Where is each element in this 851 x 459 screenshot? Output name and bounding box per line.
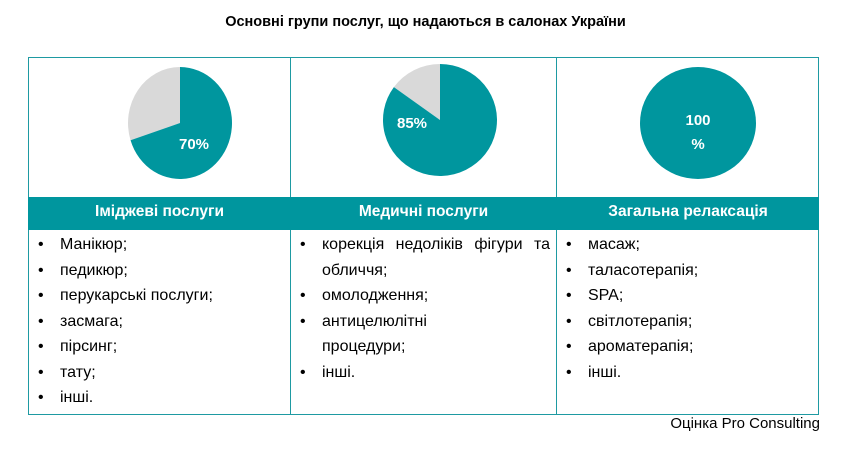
pie-chart-general-relaxation: 100 % [640, 67, 756, 179]
list-item: корекція недоліків фігури та обличчя; [292, 232, 550, 283]
list-item: ароматерапія; [558, 334, 813, 360]
list-item: SPA; [558, 283, 813, 309]
source-note: Оцінка Pro Consulting [670, 415, 820, 432]
column-header-medical-services: Медичні послуги [358, 203, 489, 220]
list-item: пірсинг; [30, 334, 285, 360]
pie-value-label: 100 [685, 112, 710, 129]
list-item: масаж; [558, 232, 813, 258]
column-divider [290, 57, 291, 415]
list-item: таласотерапія; [558, 258, 813, 284]
list-item: інші. [30, 385, 285, 411]
pie-value-label: 70% [179, 136, 209, 153]
list-item: інші. [292, 360, 550, 386]
general-relaxation-list: масаж; таласотерапія; SPA; світлотерапія… [558, 232, 813, 385]
pie-slice-rest [393, 64, 440, 120]
column-header-image-services: Іміджеві послуги [95, 203, 224, 220]
list-item: інші. [558, 360, 813, 386]
list-item: Манікюр; [30, 232, 285, 258]
list-item: омолодження; [292, 283, 550, 309]
medical-services-list: корекція недоліків фігури та обличчя; ом… [292, 232, 550, 385]
pie-chart-image-services: 70% [128, 67, 232, 179]
pie-chart-medical-services: 85% [383, 64, 497, 176]
chart-title: Основні групи послуг, що надаються в сал… [225, 14, 626, 30]
pie-value-label: 85% [397, 115, 427, 132]
list-item: світлотерапія; [558, 309, 813, 335]
list-item: засмага; [30, 309, 285, 335]
list-item: тату; [30, 360, 285, 386]
pie-slice-rest [128, 67, 180, 141]
header-band [28, 197, 819, 230]
pie-slice-value [383, 64, 497, 176]
pie-slice-value [130, 67, 232, 179]
list-item: педикюр; [30, 258, 285, 284]
table-frame [28, 57, 819, 415]
pie-value-label-unit: % [691, 136, 704, 153]
column-header-general-relaxation: Загальна релаксація [608, 203, 768, 220]
list-item: антицелюлітні процедури; [292, 309, 452, 360]
image-services-list: Манікюр; педикюр; перукарські послуги; з… [30, 232, 285, 411]
list-item: перукарські послуги; [30, 283, 285, 309]
column-divider [556, 57, 557, 415]
pie-slice-value [640, 67, 756, 179]
